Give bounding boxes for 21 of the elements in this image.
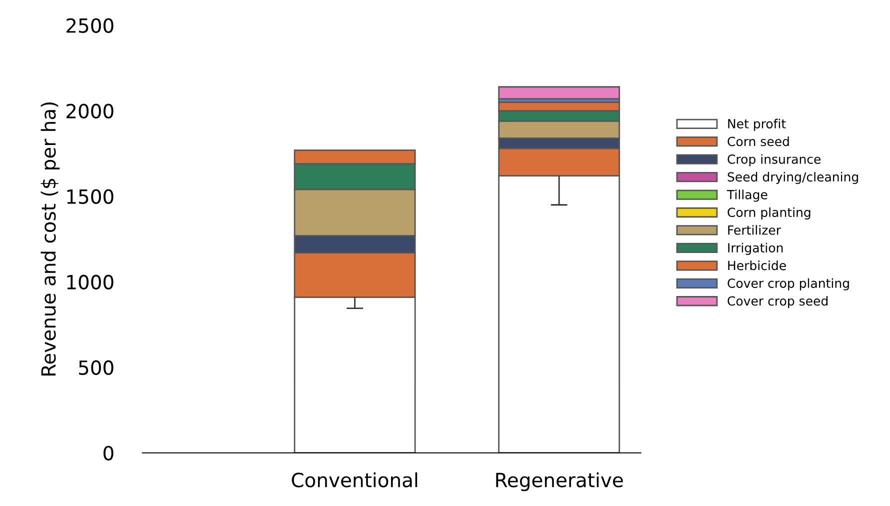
bar [498,86,620,100]
y-tick-label: 2500 [66,18,114,33]
y-tick-label: 1500 [67,189,114,204]
legend-label: Cover crop planting [728,278,849,290]
legend-label: Herbicide [728,260,786,270]
legend-label: Cover crop seed [728,296,828,308]
legend-label: Tillage [726,190,768,202]
y-tick-label: 1000 [67,274,114,290]
legend-label: Corn planting [728,207,810,220]
y-tick-label: 0 [104,446,114,461]
legend-label: Corn seed [728,136,789,146]
legend-label: Crop insurance [728,154,821,166]
legend-label: Fertilizer [728,225,782,235]
y-tick-label: 2000 [66,104,114,118]
y-tick-label: 500 [79,360,114,376]
legend-label: Irrigation [728,242,783,255]
legend-label: Net profit [728,118,786,131]
legend-label: Seed drying/cleaning [728,172,858,184]
y-axis-title: Revenue and cost ($ per ha) [40,102,60,376]
x-tick-label: Regenerative [496,472,623,492]
x-tick-label: Conventional [292,472,418,488]
